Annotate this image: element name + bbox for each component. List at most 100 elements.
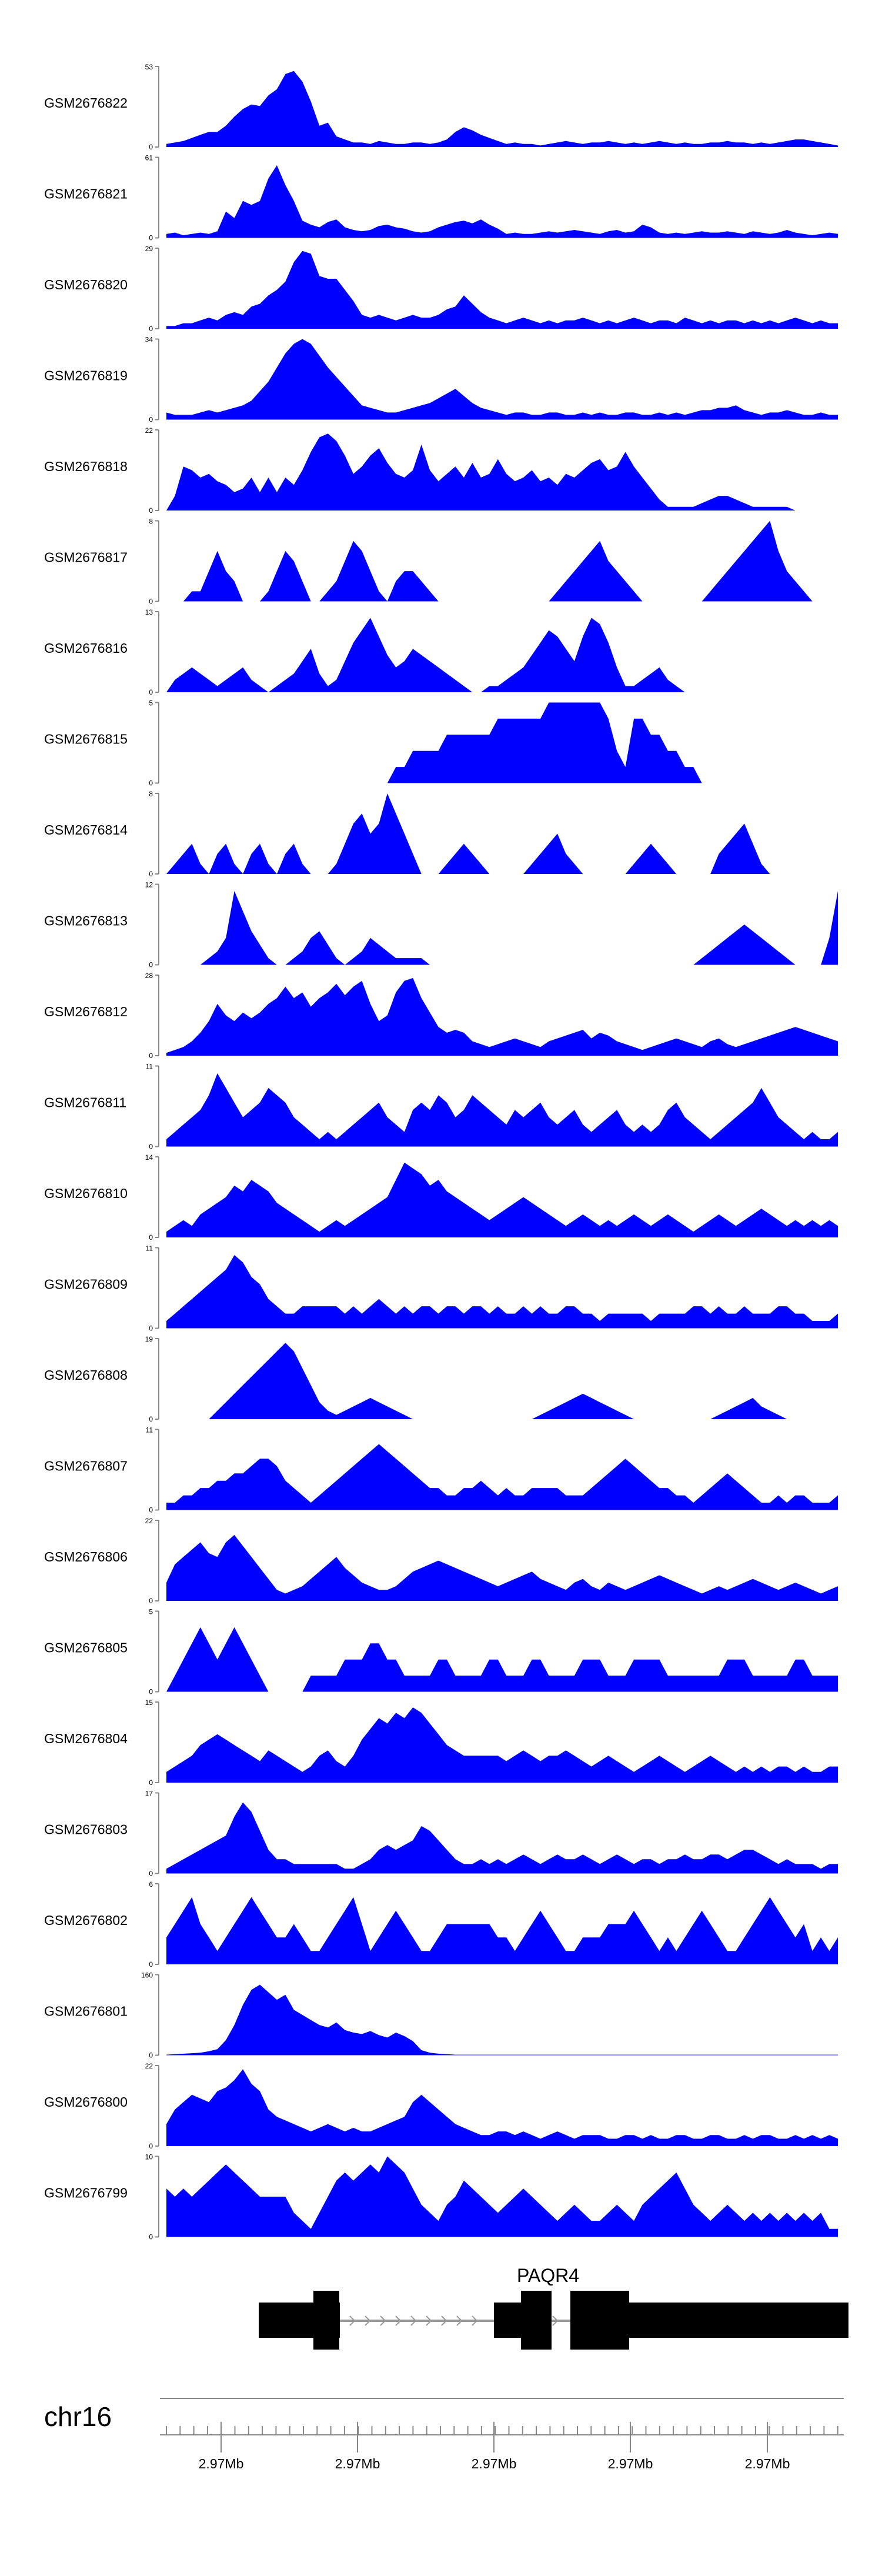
y-max-label: 22 (145, 426, 153, 435)
track-label: GSM2676802 (44, 1913, 128, 1928)
y-max-label: 29 (145, 245, 153, 253)
track-GSM2676819: GSM2676819 34 0 (44, 336, 838, 424)
y-max-label: 10 (145, 2153, 153, 2161)
y-min-label: 0 (149, 598, 153, 606)
track-GSM2676801: GSM2676801 160 0 (44, 1971, 838, 2060)
coverage-area (166, 977, 838, 1056)
track-GSM2676804: GSM2676804 15 0 (44, 1699, 838, 1787)
y-max-label: 6 (149, 1880, 153, 1888)
y-min-label: 0 (149, 1143, 153, 1151)
coverage-area (166, 2069, 838, 2146)
gene-label: PAQR4 (517, 2265, 579, 2286)
gene-exon-utr (628, 2303, 848, 2338)
track-label: GSM2676822 (44, 95, 128, 111)
y-max-label: 13 (145, 608, 153, 616)
track-label: GSM2676818 (44, 459, 128, 474)
gene-model: PAQR4 (259, 2265, 848, 2350)
gene-exon (494, 2303, 522, 2338)
y-max-label: 22 (145, 1517, 153, 1525)
y-min-label: 0 (149, 2233, 153, 2241)
track-label: GSM2676820 (44, 277, 128, 292)
coverage-area (166, 433, 838, 510)
y-max-label: 14 (145, 1153, 153, 1162)
y-min-label: 0 (149, 416, 153, 424)
y-min-label: 0 (149, 143, 153, 151)
y-max-label: 19 (145, 1335, 153, 1343)
y-min-label: 0 (149, 1960, 153, 1968)
axis-tick-label: 2.97Mb (199, 2456, 244, 2471)
gene-exon (313, 2291, 339, 2350)
y-max-label: 28 (145, 972, 153, 980)
strand-arrow (472, 2315, 478, 2326)
strand-arrow (365, 2315, 371, 2326)
track-GSM2676809: GSM2676809 11 0 (44, 1244, 838, 1333)
track-label: GSM2676805 (44, 1640, 128, 1656)
y-max-label: 8 (149, 790, 153, 798)
strand-arrow (380, 2315, 386, 2326)
track-GSM2676812: GSM2676812 28 0 (44, 972, 838, 1060)
coverage-area (166, 1707, 838, 1783)
track-label: GSM2676815 (44, 732, 128, 747)
y-min-label: 0 (149, 961, 153, 969)
y-min-label: 0 (149, 1778, 153, 1787)
gene-exon (570, 2291, 629, 2350)
y-max-label: 17 (145, 1790, 153, 1798)
y-min-label: 0 (149, 506, 153, 515)
coverage-area (166, 793, 838, 874)
y-max-label: 11 (146, 1426, 153, 1434)
coverage-area (166, 1897, 838, 1964)
y-min-label: 0 (149, 1415, 153, 1423)
track-label: GSM2676813 (44, 913, 128, 929)
coverage-area (166, 618, 838, 692)
y-min-label: 0 (149, 1688, 153, 1696)
y-min-label: 0 (149, 234, 153, 242)
track-label: GSM2676821 (44, 186, 128, 202)
y-min-label: 0 (149, 870, 153, 878)
axis-tick-label: 2.97Mb (335, 2456, 380, 2471)
track-label: GSM2676816 (44, 640, 128, 656)
y-max-label: 11 (146, 1244, 153, 1253)
strand-arrow (456, 2315, 463, 2326)
track-label: GSM2676800 (44, 2094, 128, 2110)
coverage-area (166, 1802, 838, 1874)
track-label: GSM2676812 (44, 1004, 128, 1019)
y-max-label: 61 (145, 154, 153, 162)
y-min-label: 0 (149, 325, 153, 333)
y-max-label: 12 (145, 881, 153, 889)
coverage-area (166, 339, 838, 420)
track-GSM2676805: GSM2676805 5 0 (44, 1608, 838, 1696)
coverage-area (166, 1343, 838, 1419)
coverage-area (166, 520, 838, 602)
strand-arrow (552, 2315, 559, 2326)
chromosome-label: chr16 (44, 2401, 112, 2432)
track-GSM2676821: GSM2676821 61 0 (44, 154, 838, 242)
track-GSM2676820: GSM2676820 29 0 (44, 245, 838, 333)
track-GSM2676806: GSM2676806 22 0 (44, 1517, 838, 1605)
coverage-area (166, 890, 838, 965)
coverage-area (166, 1534, 838, 1601)
track-GSM2676814: GSM2676814 8 0 (44, 790, 838, 878)
y-min-label: 0 (149, 1870, 153, 1878)
gene-exon (521, 2291, 552, 2350)
y-min-label: 0 (149, 1506, 153, 1514)
coverage-area (166, 165, 838, 238)
coverage-area (166, 1073, 838, 1147)
y-max-label: 53 (145, 63, 153, 71)
track-GSM2676808: GSM2676808 19 0 (44, 1335, 838, 1423)
y-max-label: 8 (149, 518, 153, 526)
coverage-area (166, 71, 838, 147)
y-max-label: 5 (149, 699, 153, 708)
coverage-area (166, 1444, 838, 1510)
track-label: GSM2676804 (44, 1731, 128, 1746)
track-label: GSM2676817 (44, 550, 128, 565)
track-label: GSM2676819 (44, 368, 128, 383)
track-GSM2676807: GSM2676807 11 0 (44, 1426, 838, 1514)
track-label: GSM2676803 (44, 1822, 128, 1837)
coverage-tracks: GSM2676822530GSM2676821610GSM2676820290G… (44, 63, 838, 2241)
y-min-label: 0 (149, 2051, 153, 2060)
coverage-area (166, 702, 838, 783)
track-GSM2676813: GSM2676813 12 0 (44, 881, 838, 969)
y-max-label: 160 (141, 1971, 153, 1980)
strand-arrow (410, 2315, 417, 2326)
